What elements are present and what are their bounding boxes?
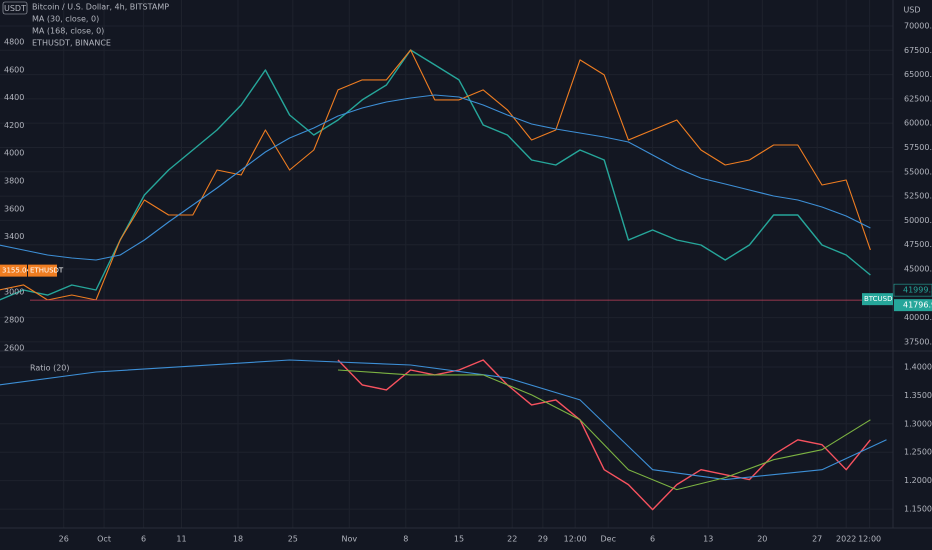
x-tick-label: 6	[141, 535, 146, 544]
y-tick-label: 45000.00	[904, 265, 932, 274]
main-pane	[0, 49, 893, 301]
y-tick-label: 37500.00	[904, 337, 932, 346]
y-tick-label: 1.3500	[904, 391, 932, 400]
x-tick-label: 15	[454, 535, 464, 544]
y-tick-label: 65000.00	[904, 70, 932, 79]
price-tag	[894, 299, 932, 312]
symbol-tag	[862, 293, 893, 306]
y2-tick-label: 4400	[4, 93, 24, 102]
x-tick-label: 18	[233, 535, 243, 544]
series-line	[0, 94, 871, 261]
y2-tick-label: 4800	[4, 37, 24, 46]
y-tick-label: 67500.00	[904, 46, 932, 55]
right-unit: USD	[903, 6, 920, 15]
price-tag-value: 3155.04	[2, 267, 31, 275]
x-tick-label: 11	[176, 535, 186, 544]
price-tag-value: 41796.93	[903, 301, 932, 310]
y-tick-label: 55000.00	[904, 167, 932, 176]
y2-tick-label: 4600	[4, 65, 24, 74]
x-tick-label: Dec	[600, 535, 615, 544]
y2-tick-label: 2800	[4, 315, 24, 324]
y-tick-label: 40000.00	[904, 313, 932, 322]
y2-tick-label: 3600	[4, 204, 24, 213]
x-tick-label: 20	[757, 535, 767, 544]
legend-entry: MA (30, close, 0)	[32, 15, 99, 24]
y-tick-label: 1.2500	[904, 448, 932, 457]
legend-entry: MA (168, close, 0)	[32, 27, 104, 36]
y-tick-label: 50000.00	[904, 216, 932, 225]
symbol-tag-label: ETHUSDT	[30, 267, 64, 275]
price-tag	[893, 283, 932, 297]
y2-tick-label: 3400	[4, 232, 24, 241]
price-tag-value: 41999.51	[903, 286, 932, 295]
y2-tick-label: 3000	[4, 288, 24, 297]
series-line	[0, 49, 871, 301]
x-tick-label: 26	[59, 535, 69, 544]
x-tick-label: Nov	[341, 535, 357, 544]
series-line	[337, 359, 871, 511]
y-tick-label: 1.2000	[904, 476, 932, 485]
ratio-pane	[0, 359, 887, 511]
x-tick-label: 8	[403, 535, 408, 544]
y-tick-label: 1.1500	[904, 505, 932, 514]
left-unit: USDT	[4, 4, 26, 13]
x-tick-label: 2022	[836, 535, 856, 544]
series-line	[337, 369, 871, 491]
x-tick-label: 6	[650, 535, 655, 544]
y-tick-label: 60000.00	[904, 119, 932, 128]
y-tick-label: 1.4000	[904, 362, 932, 371]
y-tick-label: 70000.00	[904, 21, 932, 30]
y-tick-label: 1.3000	[904, 419, 932, 428]
x-tick-label: Oct	[97, 535, 111, 544]
y2-tick-label: 2600	[4, 343, 24, 352]
pane-title: Ratio (20)	[30, 364, 70, 373]
y2-tick-label: 4000	[4, 149, 24, 158]
x-tick-label: 13	[703, 535, 713, 544]
symbol-tag	[28, 264, 57, 277]
grid-layer	[0, 0, 893, 528]
y2-tick-label: 3800	[4, 176, 24, 185]
y2-tick-label: 4200	[4, 121, 24, 130]
y-tick-label: 47500.00	[904, 240, 932, 249]
x-tick-label: 22	[507, 535, 517, 544]
y-tick-label: 52500.00	[904, 192, 932, 201]
unit-box	[2, 1, 28, 15]
label-layer: 70000.00 67500.00 65000.00 62500.00 60000.00…	[0, 21, 932, 544]
series-line	[0, 49, 871, 301]
y-tick-label: 62500.00	[904, 94, 932, 103]
symbol-tag-label: BTCUSD	[864, 295, 893, 303]
chart-title: Bitcoin / U.S. Dollar, 4h, BITSTAMP	[32, 3, 169, 12]
x-tick-label: 29	[538, 535, 548, 544]
x-tick-label: 12:00	[858, 535, 881, 544]
x-tick-label: 25	[288, 535, 298, 544]
x-tick-label: 27	[812, 535, 822, 544]
legend-entry: ETHUSDT, BINANCE	[32, 39, 111, 48]
series-line	[0, 359, 887, 481]
y-tick-label: 57500.00	[904, 143, 932, 152]
price-tag	[0, 264, 27, 277]
x-tick-label: 12:00	[564, 535, 587, 544]
